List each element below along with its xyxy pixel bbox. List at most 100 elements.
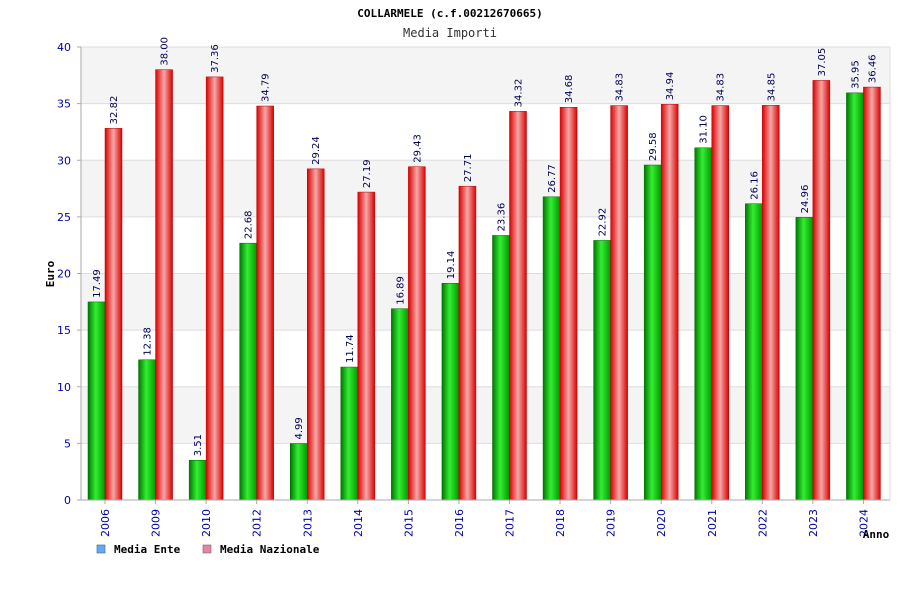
- y-axis-label: Euro: [44, 260, 57, 287]
- value-label-media-ente: 23.36: [497, 203, 508, 232]
- value-label-media-nazionale: 34.83: [716, 73, 727, 102]
- y-tick-label: 20: [57, 268, 71, 281]
- x-tick-label: 2021: [706, 509, 719, 537]
- value-label-media-ente: 19.14: [446, 251, 457, 280]
- bar-media-ente: [188, 459, 207, 501]
- bar-media-ente: [391, 308, 409, 501]
- bar-media-ente: [239, 242, 257, 501]
- value-label-media-ente: 29.58: [648, 132, 659, 161]
- value-label-media-nazionale: 29.43: [412, 134, 423, 163]
- value-label-media-nazionale: 38.00: [160, 37, 171, 66]
- value-label-media-ente: 26.16: [749, 171, 760, 200]
- y-tick-labels: 0 5 10 15 20 25 30 35 40: [57, 41, 71, 507]
- bar-media-ente: [542, 196, 561, 501]
- bar-media-ente: [138, 359, 156, 501]
- value-label-media-ente: 3.51: [193, 434, 204, 456]
- value-label-media-nazionale: 34.68: [564, 75, 575, 104]
- bar-media-nazionale: [104, 128, 123, 501]
- x-tick-label: 2013: [301, 509, 314, 537]
- value-label-media-nazionale: 34.79: [261, 73, 272, 102]
- x-tick-label: 2015: [402, 509, 415, 537]
- bars: [87, 69, 881, 501]
- value-label-media-ente: 22.68: [244, 211, 255, 240]
- bar-media-ente: [846, 92, 864, 501]
- y-tick-label: 30: [57, 154, 71, 167]
- bar-media-nazionale: [711, 105, 729, 501]
- value-label-media-ente: 16.89: [395, 276, 406, 305]
- legend-label-media-ente: Media Ente: [114, 543, 181, 556]
- x-axis-label: Anno: [863, 528, 890, 541]
- value-label-media-ente: 11.74: [345, 334, 356, 363]
- value-label-media-nazionale: 34.94: [665, 72, 676, 101]
- value-label-media-ente: 24.96: [800, 185, 811, 214]
- legend: Media Ente Media Nazionale: [96, 543, 320, 556]
- legend-swatch-media-ente: [96, 544, 106, 554]
- bar-media-nazionale: [155, 69, 173, 501]
- x-tick-label: 2009: [150, 509, 163, 537]
- bar-media-ente: [745, 203, 763, 501]
- x-tick-labels: 2006 2009 2010 2012 2013 2014 2015 2016 2017 2018…: [99, 509, 870, 537]
- x-tick-label: 2019: [605, 509, 618, 537]
- value-label-media-ente: 35.95: [850, 60, 861, 89]
- value-label-media-ente: 4.99: [294, 417, 305, 439]
- value-label-media-ente: 26.77: [547, 164, 558, 193]
- y-tick-label: 15: [57, 324, 71, 337]
- value-label-media-nazionale: 34.32: [514, 79, 525, 108]
- value-label-media-nazionale: 29.24: [311, 136, 322, 165]
- chart-title: COLLARMELE (c.f.00212670665): [357, 7, 542, 20]
- chart-subtitle: Media Importi: [403, 26, 497, 40]
- bar-media-ente: [492, 235, 510, 501]
- bar-media-ente: [643, 164, 662, 501]
- y-tick-label: 5: [64, 437, 71, 450]
- value-label-media-ente: 31.10: [699, 115, 710, 144]
- legend-label-media-nazionale: Media Nazionale: [220, 543, 320, 556]
- bar-media-nazionale: [610, 105, 628, 501]
- bar-media-ente: [694, 147, 712, 501]
- x-tick-label: 2006: [99, 509, 112, 537]
- x-tick-label: 2017: [504, 509, 517, 537]
- x-tick-label: 2016: [453, 509, 466, 537]
- bar-media-nazionale: [256, 105, 274, 501]
- bar-media-nazionale: [307, 168, 325, 501]
- bar-media-nazionale: [408, 166, 426, 501]
- x-tick-label: 2023: [807, 509, 820, 537]
- bar-media-ente: [795, 217, 814, 501]
- bar-media-nazionale: [509, 111, 527, 501]
- value-label-media-ente: 17.49: [92, 269, 103, 298]
- bar-media-ente: [87, 301, 106, 501]
- value-label-media-nazionale: 27.71: [463, 154, 474, 183]
- value-label-media-nazionale: 32.82: [109, 96, 120, 125]
- bar-media-ente: [441, 282, 460, 501]
- bar-media-ente: [290, 443, 308, 501]
- x-tick-label: 2014: [352, 509, 365, 537]
- bar-media-nazionale: [762, 105, 780, 501]
- value-label-media-nazionale: 34.85: [766, 73, 777, 102]
- bar-media-nazionale: [812, 80, 831, 501]
- value-label-media-nazionale: 27.19: [362, 159, 373, 188]
- x-tick-label: 2010: [200, 509, 213, 537]
- y-tick-label: 0: [64, 494, 71, 507]
- bar-media-nazionale: [863, 86, 881, 501]
- axes: [77, 46, 891, 504]
- bar-media-nazionale: [559, 106, 578, 501]
- value-label-media-nazionale: 37.36: [210, 44, 221, 73]
- value-label-media-ente: 12.38: [143, 327, 154, 356]
- value-label-media-nazionale: 34.83: [615, 73, 626, 102]
- bar-media-nazionale: [357, 191, 376, 501]
- value-label-media-nazionale: 37.05: [817, 48, 828, 77]
- value-labels: 17.49 32.82 12.38 38.00 3.51 37.36 22.68 34.79 4…: [92, 37, 878, 456]
- bar-media-nazionale: [660, 104, 679, 501]
- x-tick-label: 2012: [251, 509, 264, 537]
- bar-media-nazionale: [458, 185, 477, 501]
- y-tick-label: 10: [57, 381, 71, 394]
- y-tick-label: 40: [57, 41, 71, 54]
- bar-media-ente: [340, 366, 359, 501]
- value-label-media-nazionale: 36.46: [867, 54, 878, 83]
- x-tick-label: 2024: [857, 509, 870, 537]
- bar-media-ente: [593, 240, 611, 501]
- bar-media-nazionale: [205, 76, 224, 501]
- y-tick-label: 35: [57, 98, 71, 111]
- x-tick-label: 2018: [554, 509, 567, 537]
- x-tick-label: 2022: [756, 509, 769, 537]
